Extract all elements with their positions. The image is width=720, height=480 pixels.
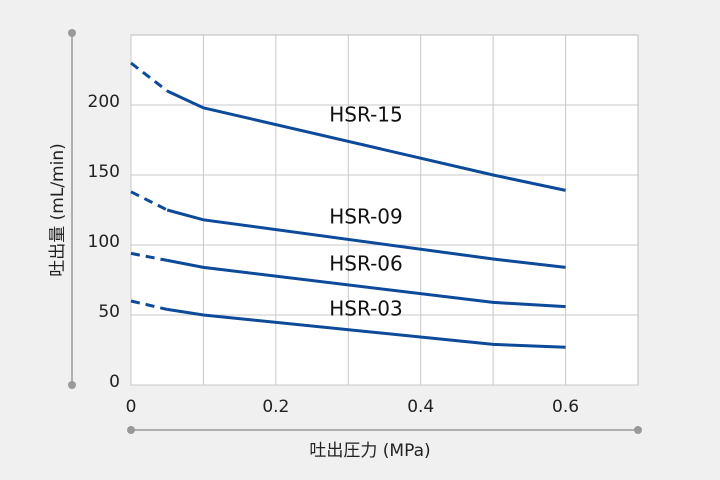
series-line bbox=[166, 258, 566, 309]
y-tick-label: 0 bbox=[109, 372, 120, 392]
series-label: HSR-03 bbox=[329, 297, 403, 321]
x-tick-label: 0 bbox=[126, 397, 137, 417]
series-line-dashed bbox=[130, 190, 168, 212]
series-line bbox=[166, 208, 566, 269]
series-line bbox=[166, 89, 566, 192]
plot-area bbox=[130, 34, 639, 386]
axis-dot bbox=[634, 426, 642, 434]
y-axis-title: 吐出量 (mL/min) bbox=[48, 143, 68, 277]
series-label: HSR-15 bbox=[329, 103, 403, 127]
y-tick-label: 100 bbox=[88, 232, 120, 252]
axis-dot bbox=[68, 29, 76, 37]
series-line bbox=[166, 307, 566, 349]
series-label: HSR-06 bbox=[329, 252, 403, 276]
series-line-dashed bbox=[130, 61, 169, 93]
x-tick-label: 0.2 bbox=[262, 397, 289, 417]
y-tick-label: 200 bbox=[88, 92, 120, 112]
y-tick-label: 50 bbox=[98, 302, 120, 322]
y-tick-label: 150 bbox=[88, 162, 120, 182]
series-line-dashed bbox=[130, 299, 168, 311]
x-axis-title: 吐出圧力 (MPa) bbox=[309, 441, 430, 461]
series-line-dashed bbox=[130, 251, 168, 262]
x-tick-label: 0.6 bbox=[552, 397, 579, 417]
axis-dot bbox=[127, 426, 135, 434]
axis-dot bbox=[68, 381, 76, 389]
series-label: HSR-09 bbox=[329, 205, 403, 229]
x-tick-label: 0.4 bbox=[407, 397, 434, 417]
